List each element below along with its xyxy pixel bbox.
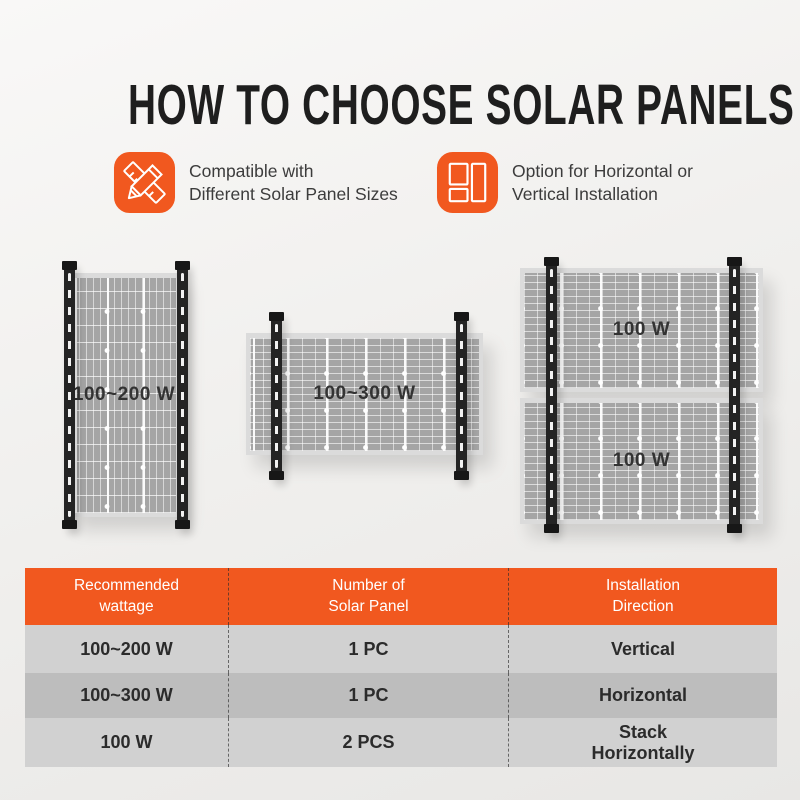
solar-cells <box>250 338 479 451</box>
solar-panel-stacked-bottom: 100 W <box>520 398 763 524</box>
solar-panel-horizontal: 100~300 W <box>246 333 483 455</box>
table-cell: 1 PC <box>228 625 508 673</box>
rail-cap <box>454 471 469 480</box>
table-cell: 100 W <box>25 718 228 767</box>
rail-cap <box>175 520 190 529</box>
mounting-rail <box>544 257 559 533</box>
rail-cap <box>269 471 284 480</box>
mounting-rail <box>727 257 742 533</box>
solar-panel-vertical: 100~200 W <box>68 273 180 517</box>
rail-cap <box>544 524 559 533</box>
table-header-direction: Installation Direction <box>508 568 777 625</box>
rail-cap <box>62 261 77 270</box>
feature-text: Option for Horizontal or Vertical Instal… <box>512 160 693 204</box>
mounting-rail <box>62 261 77 529</box>
mounting-rail <box>454 312 469 480</box>
rail-cap <box>269 312 284 321</box>
rail-cap <box>62 520 77 529</box>
table-cell: 1 PC <box>228 673 508 718</box>
table-header-quantity: Number of Solar Panel <box>228 568 508 625</box>
rail-cap <box>727 524 742 533</box>
pencil-ruler-icon <box>113 151 176 214</box>
solar-cells <box>524 273 759 388</box>
rail-cap <box>544 257 559 266</box>
rail-cap <box>727 257 742 266</box>
panel-wattage-label: 100 W <box>612 319 671 340</box>
table-header-wattage: Recommended wattage <box>25 568 228 625</box>
rail-cap <box>454 312 469 321</box>
grid-layout-icon <box>436 151 499 214</box>
solar-cells <box>72 278 176 513</box>
mounting-rail <box>175 261 190 529</box>
panel-wattage-label: 100 W <box>612 450 671 471</box>
page-title: HOW TO CHOOSE SOLAR PANELS <box>128 73 795 137</box>
feature-installation: Option for Horizontal or Vertical Instal… <box>436 151 693 214</box>
feature-text: Compatible with Different Solar Panel Si… <box>189 160 398 204</box>
selection-table: Recommended wattage Number of Solar Pane… <box>25 568 777 767</box>
table-cell: 100~200 W <box>25 625 228 673</box>
panel-wattage-label: 100~300 W <box>313 383 416 404</box>
table-cell: 100~300 W <box>25 673 228 718</box>
solar-panel-stacked-top: 100 W <box>520 268 763 392</box>
feature-compatibility: Compatible with Different Solar Panel Si… <box>113 151 398 214</box>
table-cell: Stack Horizontally <box>508 718 777 767</box>
table-cell: Horizontal <box>508 673 777 718</box>
table-cell: 2 PCS <box>228 718 508 767</box>
solar-cells <box>524 403 759 520</box>
table-cell: Vertical <box>508 625 777 673</box>
panel-wattage-label: 100~200 W <box>72 384 176 405</box>
rail-cap <box>175 261 190 270</box>
mounting-rail <box>269 312 284 480</box>
